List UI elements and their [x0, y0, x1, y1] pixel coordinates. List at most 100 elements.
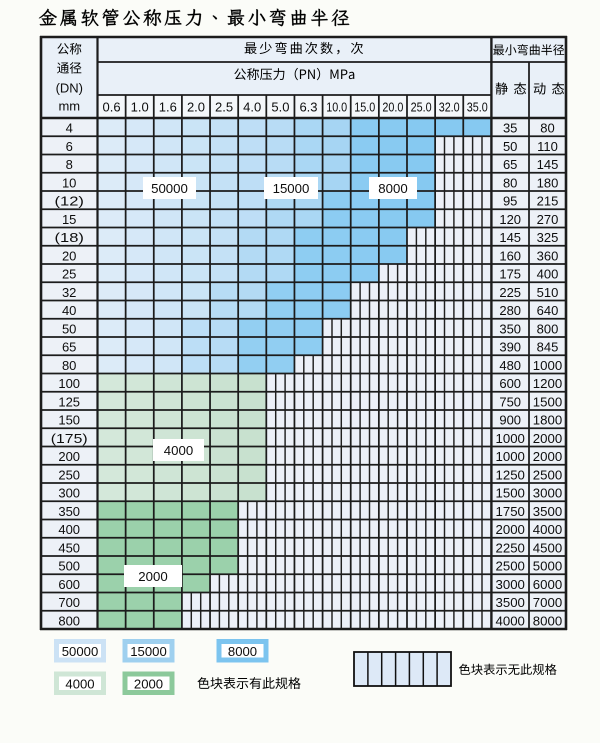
svg-text:100: 100 [58, 376, 80, 391]
svg-text:180: 180 [537, 175, 559, 190]
svg-text:2000: 2000 [533, 431, 562, 446]
svg-text:2000: 2000 [134, 677, 163, 692]
svg-text:225: 225 [499, 285, 521, 300]
svg-text:6.3: 6.3 [299, 99, 317, 114]
svg-text:0.6: 0.6 [103, 99, 121, 114]
svg-text:280: 280 [499, 303, 521, 318]
svg-text:50: 50 [503, 139, 517, 154]
svg-text:360: 360 [537, 248, 559, 263]
svg-text:300: 300 [58, 486, 80, 501]
svg-text:2500: 2500 [496, 559, 525, 574]
svg-text:510: 510 [537, 285, 559, 300]
svg-text:1500: 1500 [533, 394, 562, 409]
svg-text:145: 145 [537, 157, 559, 172]
svg-text:400: 400 [58, 522, 80, 537]
svg-text:450: 450 [58, 540, 80, 555]
svg-text:10: 10 [62, 175, 76, 190]
svg-text:325: 325 [537, 230, 559, 245]
svg-text:15000: 15000 [130, 644, 167, 659]
svg-text:350: 350 [499, 321, 521, 336]
svg-text:2000: 2000 [496, 522, 525, 537]
svg-text:400: 400 [537, 267, 559, 282]
svg-text:110: 110 [537, 139, 558, 154]
svg-text:900: 900 [499, 413, 521, 428]
svg-text:4000: 4000 [65, 677, 94, 692]
svg-text:4000: 4000 [496, 613, 525, 628]
svg-text:mm: mm [58, 99, 80, 114]
svg-text:160: 160 [499, 248, 521, 263]
svg-text:480: 480 [499, 358, 521, 373]
svg-text:1000: 1000 [496, 449, 525, 464]
svg-text:215: 215 [537, 194, 559, 209]
svg-text:8000: 8000 [378, 181, 407, 196]
svg-text:3500: 3500 [533, 504, 562, 519]
svg-text:2500: 2500 [533, 467, 562, 482]
svg-text:1.0: 1.0 [131, 99, 149, 114]
svg-text:175: 175 [499, 267, 521, 282]
svg-text:1200: 1200 [533, 376, 562, 391]
svg-text:4: 4 [66, 121, 73, 136]
svg-text:65: 65 [503, 157, 517, 172]
svg-text:845: 845 [537, 340, 559, 355]
svg-text:15000: 15000 [273, 181, 310, 196]
svg-text:25.0: 25.0 [411, 99, 432, 114]
svg-text:8: 8 [66, 157, 73, 172]
svg-text:2000: 2000 [138, 569, 167, 584]
svg-text:3000: 3000 [533, 486, 562, 501]
svg-text:125: 125 [58, 394, 80, 409]
svg-text:120: 120 [499, 212, 521, 227]
svg-text:2000: 2000 [533, 449, 562, 464]
svg-text:250: 250 [58, 467, 80, 482]
svg-text:6: 6 [66, 139, 73, 154]
svg-text:15: 15 [62, 212, 76, 227]
svg-text:(18): (18) [55, 230, 84, 245]
svg-text:8000: 8000 [533, 613, 562, 628]
svg-text:700: 700 [58, 595, 80, 610]
svg-text:15.0: 15.0 [354, 99, 375, 114]
svg-text:640: 640 [537, 303, 559, 318]
svg-text:50: 50 [62, 321, 76, 336]
svg-text:4000: 4000 [164, 443, 193, 458]
svg-text:750: 750 [499, 394, 521, 409]
svg-text:4.0: 4.0 [243, 99, 261, 114]
svg-text:6000: 6000 [533, 577, 562, 592]
svg-text:95: 95 [503, 194, 517, 209]
svg-text:800: 800 [58, 613, 80, 628]
svg-text:20.0: 20.0 [382, 99, 403, 114]
svg-text:(DN): (DN) [56, 81, 83, 96]
svg-text:35: 35 [503, 121, 517, 136]
svg-text:(175): (175) [51, 431, 88, 446]
svg-text:1000: 1000 [533, 358, 562, 373]
svg-text:1.6: 1.6 [159, 99, 177, 114]
svg-text:20: 20 [62, 248, 76, 263]
svg-text:4500: 4500 [533, 540, 562, 555]
svg-text:7000: 7000 [533, 595, 562, 610]
svg-text:270: 270 [537, 212, 559, 227]
svg-text:350: 350 [58, 504, 80, 519]
svg-text:32.0: 32.0 [439, 99, 460, 114]
svg-text:5000: 5000 [533, 559, 562, 574]
svg-text:145: 145 [499, 230, 521, 245]
svg-text:(12): (12) [55, 194, 84, 209]
svg-text:35.0: 35.0 [467, 99, 488, 114]
svg-text:1250: 1250 [496, 467, 525, 482]
svg-text:1750: 1750 [496, 504, 525, 519]
svg-text:3000: 3000 [496, 577, 525, 592]
svg-text:150: 150 [58, 413, 80, 428]
svg-text:800: 800 [537, 321, 559, 336]
svg-text:2250: 2250 [496, 540, 525, 555]
svg-text:50000: 50000 [62, 644, 99, 659]
svg-text:1000: 1000 [496, 431, 525, 446]
svg-text:8000: 8000 [228, 644, 257, 659]
svg-text:2.0: 2.0 [187, 99, 205, 114]
svg-text:40: 40 [62, 303, 76, 318]
svg-text:500: 500 [58, 559, 80, 574]
svg-text:80: 80 [540, 121, 554, 136]
svg-text:2.5: 2.5 [215, 99, 233, 114]
svg-text:65: 65 [62, 340, 76, 355]
svg-text:80: 80 [503, 175, 517, 190]
svg-text:1800: 1800 [533, 413, 562, 428]
svg-text:200: 200 [58, 449, 80, 464]
svg-text:5.0: 5.0 [271, 99, 289, 114]
svg-text:3500: 3500 [496, 595, 525, 610]
